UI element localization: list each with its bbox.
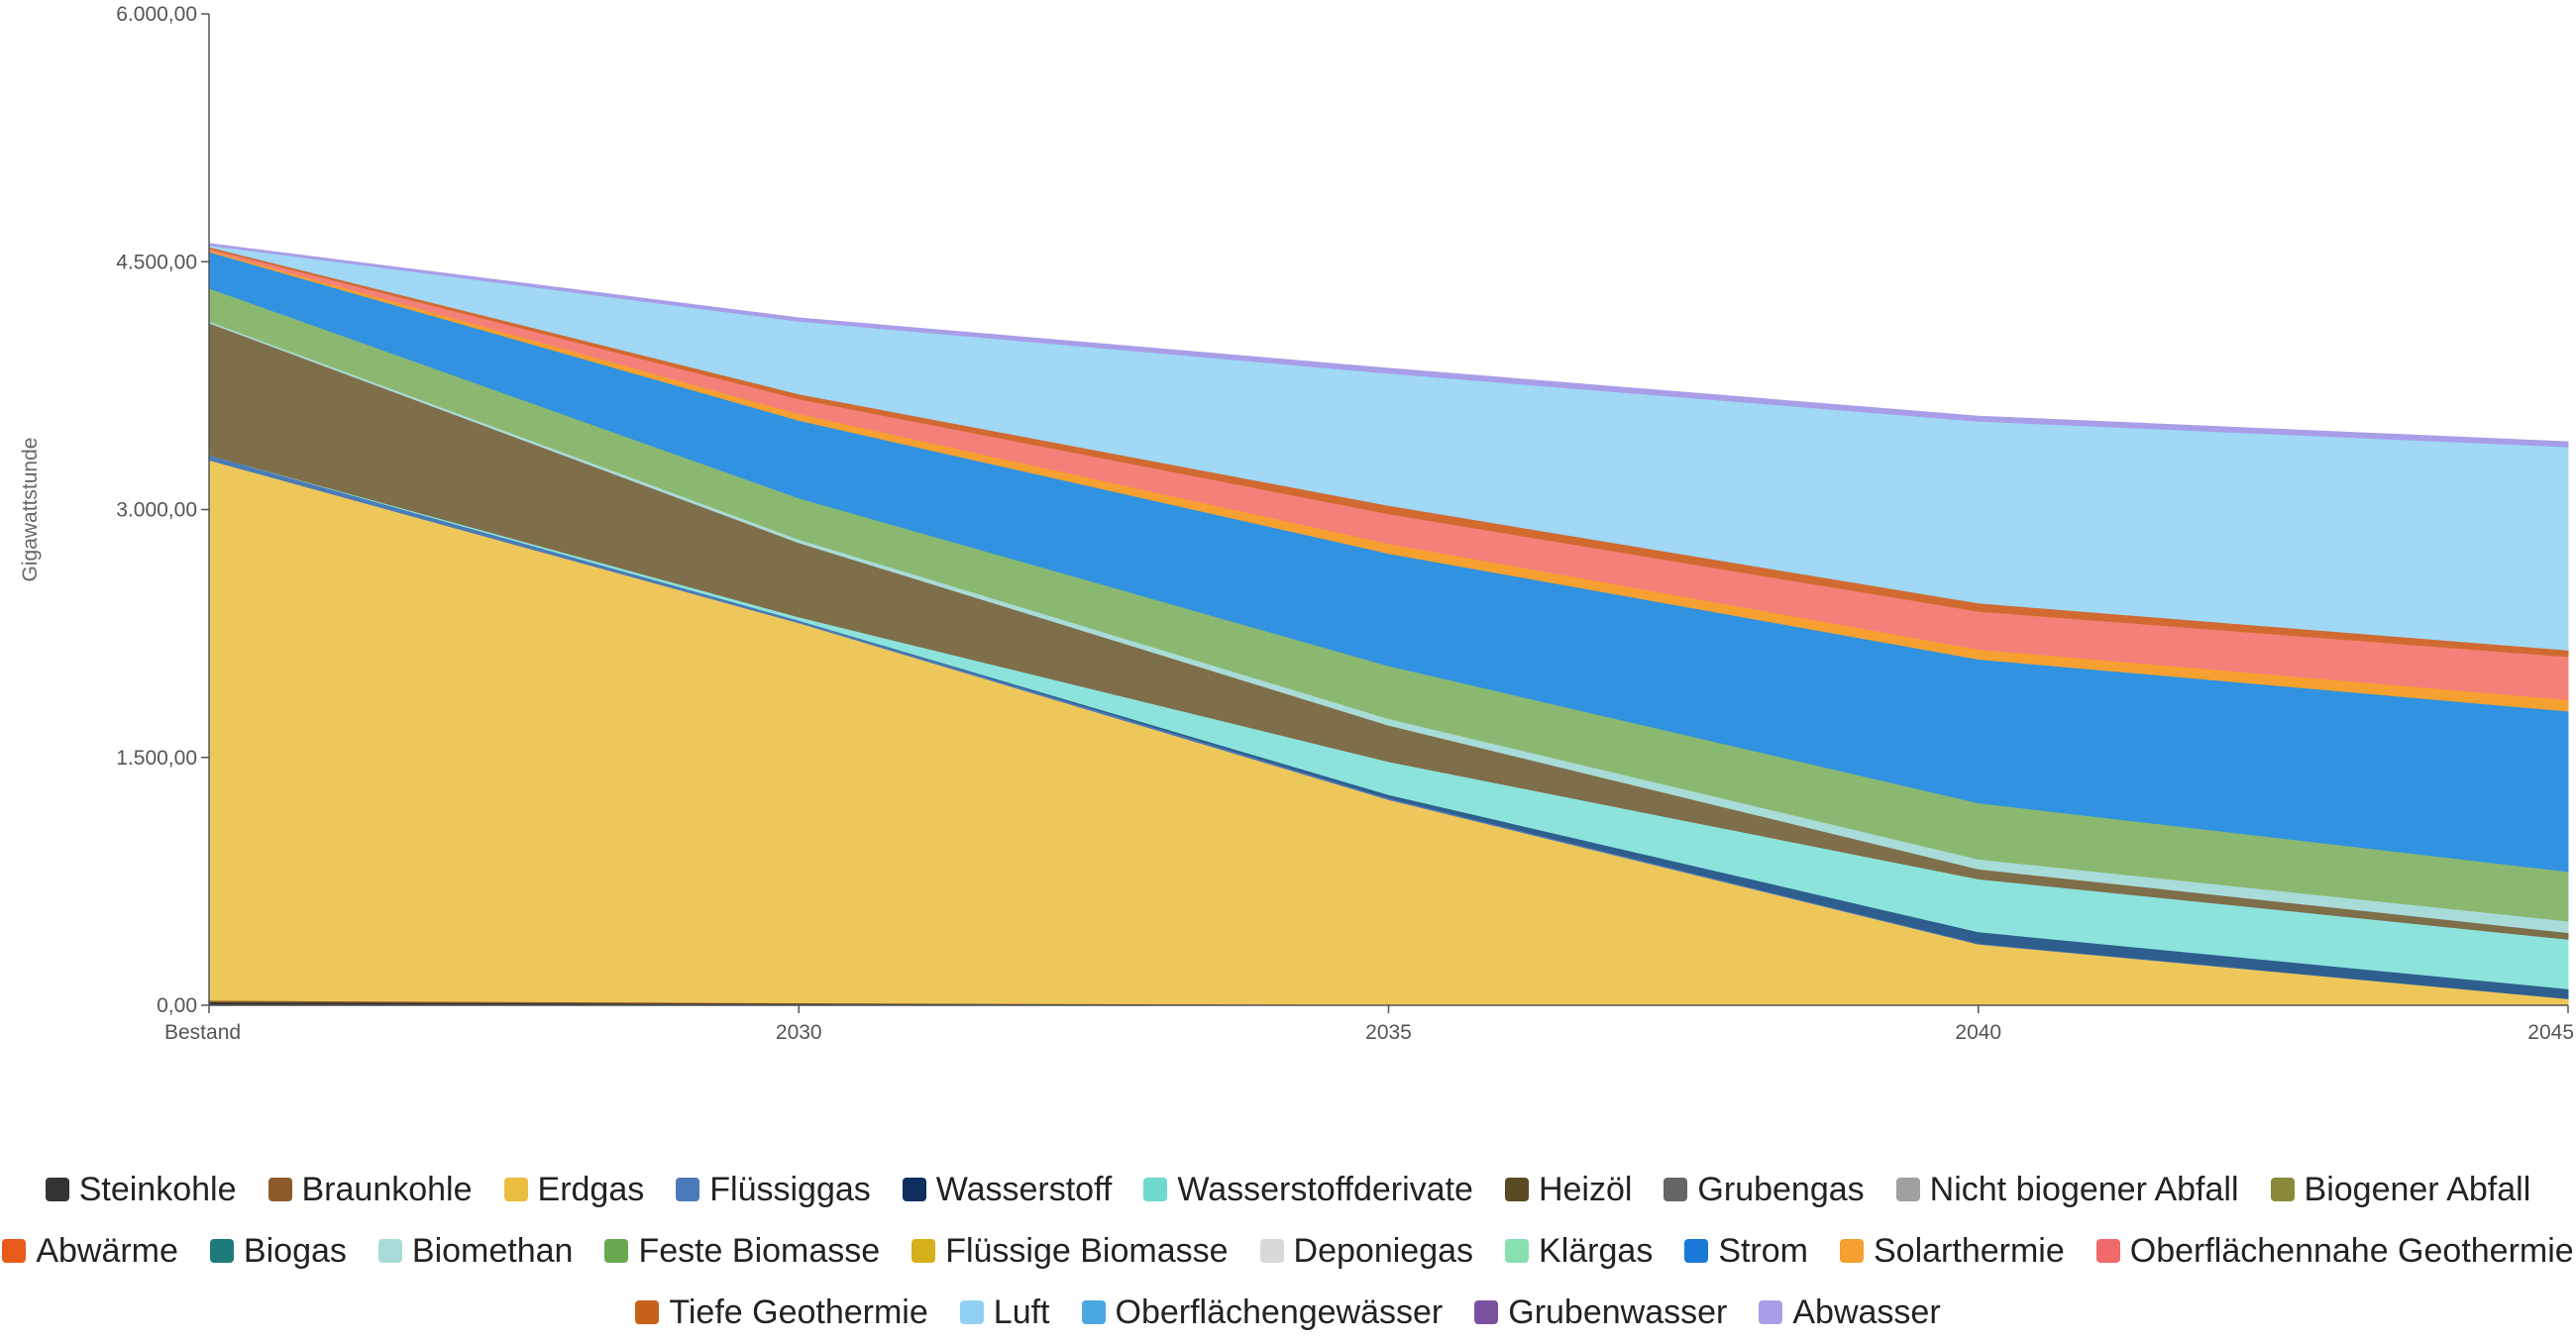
chart-svg: 0,00 1.500,00 3.000,00 4.500,00 6.000,00 Best… — [19, 3, 2574, 1044]
legend-row: Tiefe Geothermie Luft Oberflächengewässer G… — [20, 1282, 2556, 1343]
legend-item-oberflaechengewaesser[interactable]: Oberflächengewässer — [1081, 1292, 1444, 1332]
legend-item-deponiegas[interactable]: Deponiegas — [1259, 1231, 1474, 1271]
legend-label: Heizöl — [1538, 1170, 1633, 1208]
y-tick-label: 3.000,00 — [116, 499, 197, 522]
legend-item-wasserstoffderivate[interactable]: Wasserstoffderivate — [1143, 1171, 1473, 1209]
legend-label: Solarthermie — [1874, 1231, 2065, 1270]
legend-swatch — [1895, 1178, 1920, 1201]
legend-swatch — [1759, 1300, 1783, 1324]
legend-label: Biogener Abfall — [2304, 1170, 2531, 1208]
legend-item-braunkohle[interactable]: Braunkohle — [268, 1171, 473, 1209]
legend-label: Flüssige Biomasse — [945, 1231, 1229, 1270]
legend-item-feste-biomasse[interactable]: Feste Biomasse — [604, 1232, 880, 1271]
x-tick-label: 2035 — [1365, 1021, 1412, 1044]
axes-group: 0,00 1.500,00 3.000,00 4.500,00 6.000,00 Best… — [116, 3, 2574, 1044]
legend-item-nicht-biogener-abfall[interactable]: Nicht biogener Abfall — [1895, 1170, 2239, 1209]
x-tick-label: 2045 — [2527, 1021, 2574, 1044]
legend-label: Biogas — [243, 1231, 347, 1270]
legend-label: Braunkohle — [301, 1170, 473, 1208]
legend-item-biogener-abfall[interactable]: Biogener Abfall — [2270, 1170, 2531, 1209]
y-axis-title: Gigawattstunde — [19, 438, 42, 582]
legend-item-grubengas[interactable]: Grubengas — [1664, 1170, 1865, 1209]
y-tick-label: 1.500,00 — [116, 747, 197, 770]
legend-item-steinkohle[interactable]: Steinkohle — [45, 1170, 237, 1209]
legend-swatch — [1684, 1239, 1709, 1263]
legend-swatch — [1840, 1239, 1864, 1263]
x-tick-label: 2030 — [776, 1021, 822, 1044]
legend-swatch — [604, 1239, 629, 1263]
legend-item-strom[interactable]: Strom — [1684, 1232, 1808, 1271]
x-tick-label: Bestand — [164, 1021, 241, 1044]
legend-label: Feste Biomasse — [638, 1231, 881, 1270]
legend-row: Abwärme Biogas Biomethan Feste Biomasse Flüs… — [2, 1220, 2574, 1282]
legend-swatch — [1474, 1300, 1499, 1324]
legend-label: Wasserstoffderivate — [1177, 1170, 1473, 1208]
legend-label: Flüssiggas — [709, 1170, 871, 1208]
x-tick-label: 2040 — [1955, 1021, 2001, 1044]
legend-item-biomethan[interactable]: Biomethan — [377, 1231, 574, 1271]
legend-item-biogas[interactable]: Biogas — [209, 1231, 347, 1271]
legend-label: Erdgas — [537, 1170, 645, 1208]
legend-swatch — [1504, 1178, 1529, 1201]
legend-item-erdgas[interactable]: Erdgas — [503, 1170, 645, 1209]
legend-item-heizoel[interactable]: Heizöl — [1504, 1170, 1633, 1209]
legend-item-oberflaechennahe-geothermie[interactable]: Oberflächennahe Geothermie — [2095, 1231, 2574, 1271]
legend-item-luft[interactable]: Luft — [959, 1292, 1050, 1332]
legend-item-abwasser[interactable]: Abwasser — [1759, 1292, 1941, 1332]
legend-label: Tiefe Geothermie — [669, 1292, 928, 1331]
legend-item-abwaerme[interactable]: Abwärme — [2, 1232, 178, 1271]
legend-swatch — [2, 1239, 27, 1263]
legend-label: Abwärme — [36, 1231, 178, 1270]
legend-swatch — [1505, 1239, 1530, 1263]
legend-item-fluessige-biomasse[interactable]: Flüssige Biomasse — [912, 1231, 1229, 1271]
legend-swatch — [1664, 1178, 1688, 1201]
legend-swatch — [2270, 1178, 2295, 1201]
legend-swatch — [209, 1239, 234, 1263]
legend-label: Steinkohle — [78, 1170, 237, 1208]
legend-swatch — [268, 1178, 292, 1201]
y-tick-label: 0,00 — [157, 994, 197, 1017]
legend-label: Strom — [1718, 1231, 1808, 1270]
legend-label: Biomethan — [411, 1231, 574, 1270]
y-tick-label: 6.000,00 — [116, 3, 197, 26]
legend-label: Wasserstoff — [935, 1170, 1113, 1208]
legend-label: Grubengas — [1697, 1170, 1865, 1208]
legend-swatch — [1081, 1300, 1106, 1324]
area-abwasser — [208, 243, 2569, 448]
legend-swatch — [377, 1239, 402, 1263]
legend: Steinkohle Braunkohle Erdgas Flüssiggas Wass… — [2, 1159, 2574, 1343]
legend-swatch — [1143, 1178, 1168, 1201]
legend-item-tiefe-geothermie[interactable]: Tiefe Geothermie — [635, 1292, 928, 1332]
area-series-group — [208, 243, 2569, 1006]
legend-swatch — [45, 1178, 69, 1201]
legend-label: Oberflächennahe Geothermie — [2129, 1231, 2574, 1270]
legend-swatch — [1259, 1239, 1284, 1263]
y-tick-label: 4.500,00 — [116, 251, 197, 273]
legend-label: Abwasser — [1792, 1292, 1941, 1331]
legend-swatch — [959, 1300, 984, 1324]
legend-label: Luft — [993, 1292, 1050, 1331]
area-chart: 0,00 1.500,00 3.000,00 4.500,00 6.000,00 Best… — [19, 3, 2574, 1044]
legend-swatch — [2095, 1239, 2120, 1263]
legend-label: Grubenwasser — [1508, 1292, 1728, 1331]
legend-label: Klärgas — [1539, 1231, 1654, 1270]
legend-swatch — [912, 1239, 936, 1263]
legend-label: Nicht biogener Abfall — [1929, 1170, 2239, 1208]
legend-label: Deponiegas — [1293, 1231, 1474, 1270]
legend-row: Steinkohle Braunkohle Erdgas Flüssiggas Wass… — [20, 1159, 2556, 1220]
legend-swatch — [676, 1178, 700, 1201]
legend-item-klaergas[interactable]: Klärgas — [1505, 1232, 1653, 1271]
legend-swatch — [503, 1178, 528, 1201]
legend-swatch — [635, 1300, 660, 1324]
legend-item-fluessiggas[interactable]: Flüssiggas — [676, 1171, 871, 1209]
legend-label: Oberflächengewässer — [1115, 1292, 1444, 1331]
legend-item-grubenwasser[interactable]: Grubenwasser — [1474, 1293, 1727, 1332]
legend-item-solarthermie[interactable]: Solarthermie — [1840, 1232, 2065, 1271]
legend-swatch — [902, 1178, 926, 1201]
legend-item-wasserstoff[interactable]: Wasserstoff — [902, 1170, 1113, 1209]
